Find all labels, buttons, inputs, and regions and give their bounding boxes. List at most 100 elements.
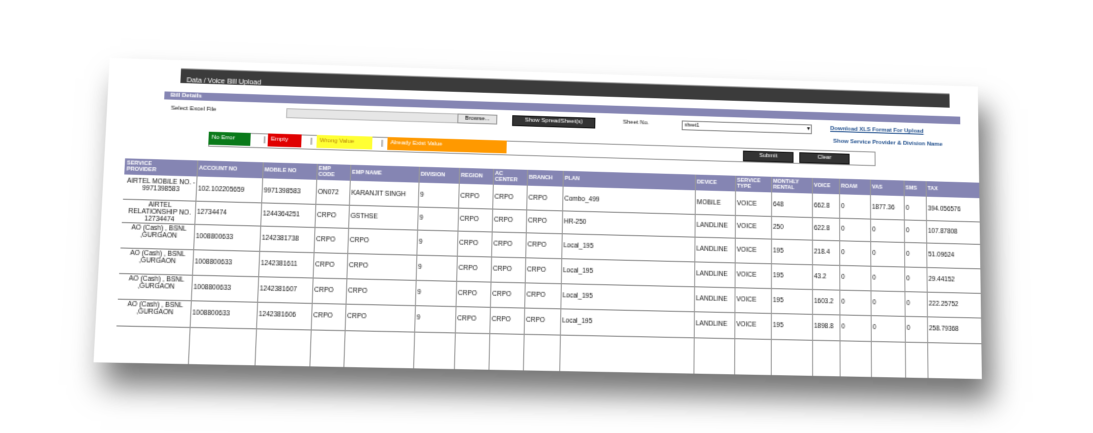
table-cell: 9	[417, 289, 456, 297]
table-cell: 0	[906, 300, 927, 307]
table-cell: 1008800633	[195, 258, 259, 267]
table-cell: CRPO	[492, 291, 524, 299]
table-cell: CRPO	[348, 287, 416, 296]
table-cell: 0	[872, 250, 905, 258]
download-xls-link[interactable]: Download XLS Format For Upload	[830, 126, 923, 135]
table-cell: CRPO	[527, 266, 561, 274]
table-cell: VOICE	[736, 296, 771, 304]
col-header: DIVISION	[421, 172, 459, 179]
table-cell: 0	[906, 227, 927, 234]
table-cell: CRPO	[528, 217, 562, 225]
legend-separator: |	[310, 135, 312, 148]
col-header: DEVICE	[697, 180, 732, 187]
col-header: TAX	[928, 186, 949, 192]
legend-wrong-value: Wrong Value	[316, 135, 372, 150]
table-cell: AIRTEL RELATIONSHIP NO. 12734474	[124, 201, 195, 224]
file-path-input[interactable]	[286, 108, 460, 123]
table-cell: CRPO	[527, 241, 561, 249]
table-cell: MOBILE	[697, 199, 736, 207]
table-cell: VOICE	[737, 200, 772, 208]
table-cell: 1242381606	[259, 311, 313, 319]
table-cell: 0	[907, 325, 928, 332]
page-title: Data / Voice Bill Upload	[180, 77, 261, 87]
table-cell: 1242381607	[260, 285, 314, 293]
table-cell: LANDLINE	[696, 246, 735, 254]
table-cell: 662.8	[814, 202, 839, 210]
col-header: EMP CODE	[318, 166, 339, 179]
table-cell: CRPO	[459, 240, 491, 248]
col-header: BRANCH	[529, 175, 563, 182]
table-cell: CRPO	[460, 193, 492, 201]
col-header: ROAM	[841, 184, 866, 191]
table-cell: LANDLINE	[696, 320, 736, 328]
table-cell: 51.09624	[928, 251, 980, 259]
table-cell: KARANJIT SINGH	[351, 190, 418, 199]
submit-button[interactable]: Submit	[743, 151, 794, 163]
table-cell: CRPO	[457, 315, 490, 323]
table-cell: 102.102205659	[198, 186, 262, 195]
table-cell: 9	[419, 215, 458, 223]
table-cell: CRPO	[316, 236, 349, 244]
table-cell: 648	[773, 201, 812, 209]
table-cell: 0	[841, 226, 870, 234]
table-cell: CRPO	[492, 316, 524, 324]
table-cell: 195	[773, 272, 812, 280]
table-cell: 0	[841, 299, 870, 307]
col-header: AC CENTER	[495, 171, 525, 184]
col-header: ACCOUNT NO	[199, 165, 253, 173]
browse-button[interactable]: Browse...	[457, 114, 497, 125]
table-cell: 9	[416, 314, 455, 322]
show-spreadsheet-button[interactable]: Show SpreadSheet(s)	[512, 115, 595, 128]
table-cell: CRPO	[313, 312, 346, 320]
table-cell: LANDLINE	[697, 222, 736, 230]
table-cell: Local_195	[563, 267, 692, 277]
table-cell: 0	[841, 274, 870, 282]
table-cell: AO (Cash) , BSNL ,GURGAON	[122, 250, 193, 266]
col-header: REGION	[461, 173, 493, 180]
col-header: MONTHLY RENTAL	[773, 179, 812, 192]
table-cell: CRPO	[493, 241, 525, 249]
clear-button[interactable]: Clear	[799, 152, 849, 164]
table-cell: CRPO	[315, 261, 348, 269]
table-cell: AO (Cash) , BSNL ,GURGAON	[119, 301, 191, 317]
table-cell: 29.44152	[928, 276, 980, 284]
service-provider-link[interactable]: Show Service Provider & Division Name	[833, 139, 942, 148]
table-cell: 218.4	[814, 249, 839, 257]
col-header: VOICE	[814, 183, 839, 190]
table-cell: 0	[872, 299, 905, 307]
table-cell: 0	[841, 249, 870, 257]
legend-separator: |	[381, 137, 383, 150]
table-cell: Combo_499	[564, 196, 693, 206]
column-divider	[771, 177, 772, 375]
table-cell: 195	[773, 248, 812, 256]
table-cell: 0	[906, 275, 927, 282]
table-cell: ON072	[318, 189, 351, 197]
sheet-selected-value: sheet1	[685, 123, 700, 129]
table-cell: 1008800633	[193, 284, 257, 293]
table-cell: 0	[872, 226, 905, 234]
table-cell: 0	[841, 203, 870, 211]
table-cell: 1008800633	[192, 310, 257, 319]
legend-no-error: No Error	[208, 132, 250, 146]
col-header: SMS	[906, 185, 927, 191]
table-cell: 107.87808	[928, 228, 980, 236]
table-cell: 1242381611	[261, 260, 315, 268]
table-cell: AO (Cash) , BSNL ,GURGAON	[120, 275, 191, 291]
table-cell: CRPO	[526, 317, 560, 325]
table-cell: CRPO	[494, 217, 526, 225]
table-cell: AIRTEL MOBILE NO. - 9971398583	[125, 178, 196, 194]
sheet-select[interactable]: sheet1 ▾	[682, 120, 812, 134]
table-cell: 258.79368	[929, 325, 981, 333]
table-cell: VOICE	[737, 247, 772, 255]
sheet-no-label: Sheet No.	[623, 120, 649, 127]
legend-separator: |	[263, 133, 265, 146]
table-cell: 0	[872, 275, 905, 283]
col-header: VAS	[872, 184, 893, 190]
col-header: MOBILE NO	[264, 167, 313, 174]
table-cell: Local_195	[563, 292, 693, 302]
table-cell: AO (Cash) , BSNL ,GURGAON	[123, 224, 194, 240]
table-cell: CRPO	[458, 290, 491, 298]
table-cell: VOICE	[736, 321, 771, 329]
col-header: SERVICE PROVIDER	[126, 160, 178, 174]
table-cell: CRPO	[526, 291, 560, 299]
